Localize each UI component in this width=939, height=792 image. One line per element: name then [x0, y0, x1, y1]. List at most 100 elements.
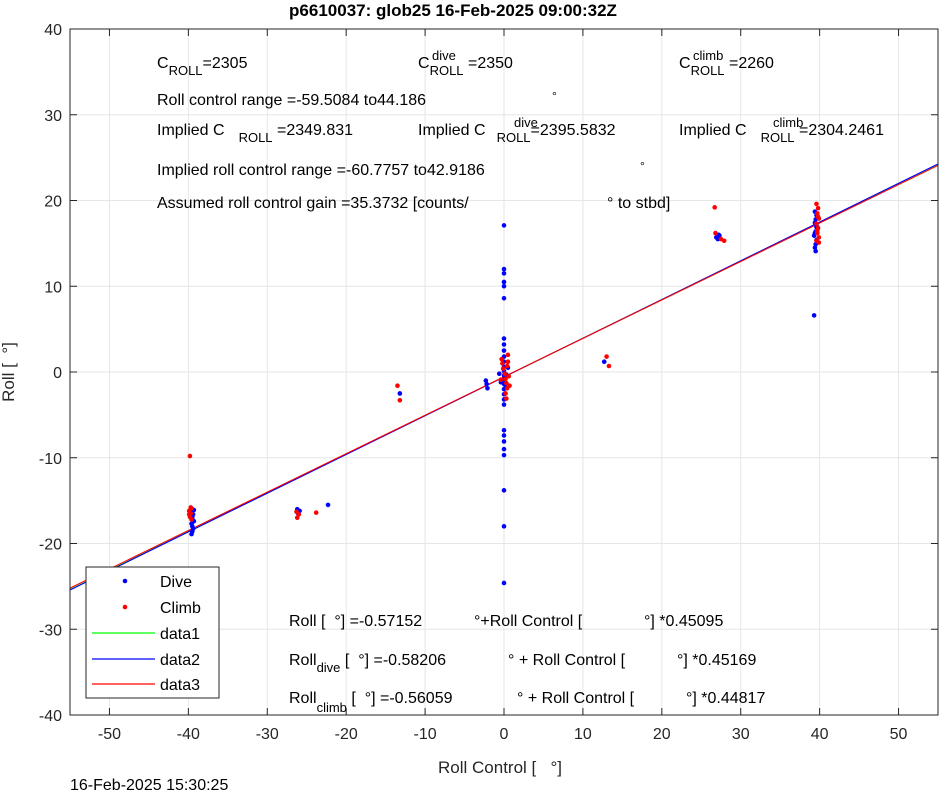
point-dive — [501, 580, 507, 586]
point-climb — [499, 356, 504, 362]
point-climb — [505, 359, 511, 365]
point-dive — [813, 248, 818, 254]
point-climb — [815, 205, 821, 211]
point-climb — [816, 235, 822, 240]
implied-c-roll-dive: Implied C ROLL=2395.5832 — [418, 122, 616, 145]
point-climb — [187, 453, 193, 459]
x-tick-label: 0 — [500, 726, 509, 743]
point-climb — [500, 366, 506, 371]
point-dive — [501, 348, 507, 353]
point-climb — [713, 230, 718, 236]
fit-all-b: °+Roll Control [ — [474, 613, 583, 630]
chart-title: p6610037: glob25 16-Feb-2025 09:00:32Z — [289, 1, 617, 20]
fit-all-a: Roll [ °] =-0.57152 — [289, 613, 422, 630]
y-tick-label: -30 — [39, 622, 62, 639]
point-climb — [294, 515, 300, 521]
degree-mark-1: ° — [552, 89, 557, 103]
fit-dive-b: ° + Roll Control [ — [508, 652, 626, 669]
point-dive — [501, 446, 507, 452]
implied-c-roll-dive-sup: dive — [514, 115, 538, 130]
point-dive — [189, 531, 194, 537]
x-tick-label: -40 — [177, 726, 200, 743]
point-dive — [501, 271, 507, 276]
point-dive — [501, 342, 507, 347]
point-dive — [812, 245, 818, 250]
x-axis-label: Roll Control [ °] — [438, 758, 562, 777]
roll-control-range: Roll control range =-59.5084 to44.186 — [157, 92, 426, 109]
x-tick-label: -30 — [256, 726, 279, 743]
point-climb — [604, 354, 609, 359]
x-tick-label: -50 — [98, 726, 121, 743]
point-climb — [814, 221, 819, 226]
legend-data2-label: data2 — [160, 652, 200, 669]
point-climb — [188, 505, 194, 510]
point-climb — [502, 371, 508, 377]
point-dive — [501, 488, 507, 493]
point-dive — [501, 279, 507, 285]
point-dive — [501, 452, 507, 458]
point-climb — [814, 211, 820, 216]
legend: Dive Climb data1 data2 data3 — [85, 566, 220, 699]
point-dive — [485, 385, 490, 391]
legend-data1-label: data1 — [160, 626, 200, 643]
point-climb — [721, 238, 727, 244]
x-tick-label: 20 — [653, 726, 671, 743]
assumed-gain-suffix: ° to stbd] — [607, 195, 670, 212]
point-dive — [715, 236, 721, 242]
point-climb — [506, 373, 512, 379]
point-climb — [505, 352, 511, 358]
fit-all-c: °] *0.45095 — [644, 613, 723, 630]
point-dive — [811, 313, 817, 318]
y-tick-label: 20 — [44, 194, 62, 211]
point-dive — [484, 381, 489, 387]
point-dive — [501, 295, 507, 301]
point-dive — [501, 223, 507, 228]
point-climb — [296, 512, 302, 517]
y-tick-label: 40 — [44, 22, 62, 39]
c-roll-dive-text: CROLL =2350 — [418, 55, 513, 78]
point-dive — [501, 266, 507, 272]
legend-data3-label: data3 — [160, 677, 200, 694]
point-climb — [504, 396, 509, 401]
point-climb — [712, 205, 717, 210]
axis-ticks: -50 -40 -30 -20 -10 0 10 20 30 40 50 -40 -30 -20 -10 0 1… — [39, 22, 938, 743]
implied-c-roll-climb-sup: climb — [773, 115, 803, 130]
point-climb — [189, 517, 194, 522]
fit-climb-c: °] *0.44817 — [686, 690, 765, 707]
legend-climb-label: Climb — [160, 600, 201, 617]
point-dive — [717, 233, 722, 238]
x-tick-label: 30 — [732, 726, 750, 743]
x-tick-label: -10 — [414, 726, 437, 743]
point-climb — [814, 201, 819, 207]
y-axis-label: Roll [ °] — [0, 342, 18, 402]
x-tick-label: -20 — [335, 726, 358, 743]
point-dive — [496, 371, 502, 377]
c-roll-dive-sup: dive — [432, 48, 456, 63]
y-tick-label: -40 — [39, 708, 62, 725]
point-dive — [501, 336, 507, 341]
fit-climb-b: ° + Roll Control [ — [517, 690, 635, 707]
c-roll-climb-text: CROLL =2260 — [679, 55, 774, 78]
point-climb — [816, 240, 822, 245]
x-tick-label: 50 — [890, 726, 908, 743]
point-climb — [814, 228, 820, 233]
c-roll-text: CROLL=2305 — [157, 55, 248, 78]
point-climb — [500, 361, 505, 366]
point-climb — [606, 363, 612, 369]
implied-c-roll-climb: Implied C ROLL =2304.2461 — [679, 122, 884, 145]
point-dive — [501, 428, 507, 433]
fit-dive: Rolldive [ °] =-0.58206 — [289, 652, 446, 675]
point-dive — [501, 524, 507, 529]
point-dive — [501, 433, 507, 438]
y-tick-label: 0 — [53, 365, 62, 382]
legend-dive-label: Dive — [160, 574, 192, 591]
c-roll-climb-sup: climb — [693, 48, 723, 63]
assumed-gain: Assumed roll control gain =35.3732 [coun… — [157, 195, 469, 212]
point-climb — [504, 363, 510, 369]
point-dive — [483, 378, 489, 383]
point-climb — [507, 383, 512, 389]
data-points — [186, 201, 822, 586]
x-tick-label: 40 — [811, 726, 829, 743]
fit-dive-c: °] *0.45169 — [677, 652, 756, 669]
point-climb — [503, 391, 508, 396]
